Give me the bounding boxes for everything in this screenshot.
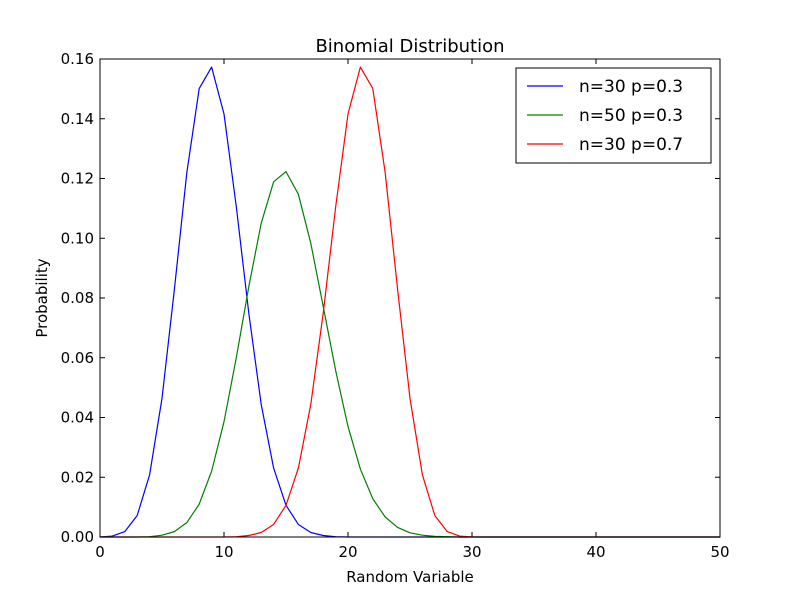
legend-label-3: n=30 p=0.7	[579, 135, 683, 155]
x-tick-label: 40	[586, 543, 605, 561]
legend-label-1: n=30 p=0.3	[579, 77, 683, 97]
y-tick-label: 0.04	[61, 409, 94, 427]
y-tick-label: 0.12	[61, 170, 94, 188]
x-tick-label: 30	[462, 543, 481, 561]
legend: n=30 p=0.3 n=50 p=0.3 n=30 p=0.7	[515, 67, 712, 164]
x-tick-label: 0	[95, 543, 105, 561]
x-tick-label: 50	[710, 543, 729, 561]
x-tick-label: 20	[338, 543, 357, 561]
y-axis-title: Probability	[33, 258, 51, 337]
y-tick-label: 0.00	[61, 528, 94, 546]
chart-title: Binomial Distribution	[315, 36, 504, 57]
legend-label-2: n=50 p=0.3	[579, 106, 683, 126]
y-tick-label: 0.06	[61, 349, 94, 367]
ticks-layer: 0 10 20 30 40 50 0.00 0.02 0.04 0.06 0.08 0.10 0.12 0…	[61, 50, 730, 561]
x-axis-title: Random Variable	[346, 568, 474, 586]
y-tick-label: 0.08	[61, 289, 94, 307]
y-tick-label: 0.10	[61, 229, 94, 247]
y-tick-label: 0.16	[61, 50, 94, 68]
x-tick-label: 10	[214, 543, 233, 561]
y-tick-label: 0.14	[61, 110, 94, 128]
y-tick-label: 0.02	[61, 468, 94, 486]
